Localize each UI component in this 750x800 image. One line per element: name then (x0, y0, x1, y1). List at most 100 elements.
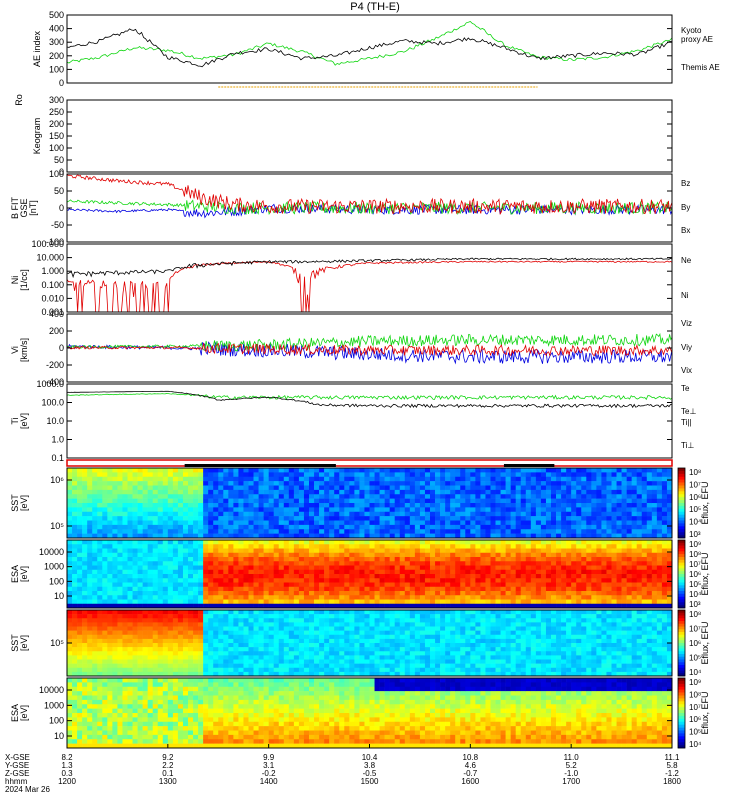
spectrogram-cell (72, 552, 78, 558)
spectrogram-cell (198, 498, 204, 504)
spectrogram-cell (278, 622, 285, 627)
spectrogram-cell (268, 544, 275, 549)
spectrogram-cell (621, 503, 627, 508)
spectrogram-cell (394, 591, 401, 596)
spectrogram-cell (298, 511, 305, 517)
spectrogram-cell (253, 651, 259, 656)
spectrogram-cell (72, 626, 78, 631)
spectrogram-cell (67, 565, 73, 571)
spectrogram-cell (505, 524, 511, 530)
spectrogram-cell (389, 569, 396, 575)
spectrogram-cell (233, 610, 239, 615)
spectrogram-cell (556, 591, 562, 596)
spectrogram-cell (389, 468, 396, 473)
spectrogram-cell (228, 524, 234, 530)
spectrogram-cell (666, 520, 673, 526)
spectrogram-cell (621, 586, 627, 592)
spectrogram-cell (268, 529, 275, 534)
spectrogram-cell (107, 489, 113, 495)
spectrogram-cell (283, 489, 290, 495)
spectrogram-cell (102, 614, 108, 619)
spectrogram-cell (490, 533, 496, 539)
spectrogram-cell (97, 614, 103, 619)
spectrogram-cell (157, 516, 164, 521)
spectrogram-cell (157, 548, 164, 554)
spectrogram-cell (87, 618, 93, 623)
spectrogram-cell (455, 481, 461, 486)
spectrogram-cell (339, 574, 345, 579)
spectrogram-cell (611, 503, 617, 508)
spectrogram-cell (117, 647, 123, 652)
spectrogram-cell (107, 634, 113, 640)
spectrogram-cell (132, 574, 138, 579)
spectrogram-cell (309, 507, 315, 513)
spectrogram-cell (399, 626, 406, 631)
spectrogram-cell (540, 507, 547, 513)
spectrogram-cell (626, 603, 632, 609)
spectrogram-cell (651, 494, 658, 499)
spectrogram-cell (379, 651, 385, 656)
spectrogram-cell (127, 520, 133, 526)
spectrogram-cell (379, 529, 385, 534)
spectrogram-cell (263, 507, 269, 513)
spectrogram-cell (298, 520, 305, 526)
spectrogram-cell (354, 485, 360, 491)
spectrogram-cell (208, 582, 214, 588)
spectrogram-cell (394, 561, 401, 566)
spectrogram-cell (324, 667, 330, 673)
spectrogram-cell (440, 591, 446, 596)
spectrogram-cell (324, 643, 330, 648)
spectrogram-cell (384, 622, 390, 627)
spectrogram-cell (309, 544, 315, 549)
spectrogram-cell (218, 533, 224, 539)
spectrogram-cell (268, 638, 275, 644)
spectrogram-cell (334, 578, 340, 583)
spectrogram-cell (354, 529, 360, 534)
spectrogram-cell (228, 489, 234, 495)
spectrogram-cell (349, 622, 355, 627)
spectrogram-cell (117, 516, 123, 521)
spectrogram-cell (77, 561, 83, 566)
spectrogram-cell (601, 561, 607, 566)
spectrogram-cell (500, 524, 506, 530)
spectrogram-cell (172, 494, 179, 499)
spectrogram-cell (137, 472, 143, 478)
spectrogram-cell (576, 599, 582, 605)
spectrogram-cell (334, 561, 340, 566)
spectrogram-cell (303, 511, 310, 517)
spectrogram-cell (92, 582, 98, 588)
spectrogram-cell (616, 485, 622, 491)
spectrogram-cell (586, 516, 592, 521)
spectrogram-cell (233, 614, 239, 619)
spectrogram-cell (177, 472, 184, 478)
spectrogram-cell (414, 574, 421, 579)
spectrogram-cell (510, 494, 517, 499)
spectrogram-cell (666, 557, 673, 562)
spectrogram-cell (344, 582, 350, 588)
spectrogram-cell (324, 595, 330, 600)
spectrogram-cell (606, 511, 612, 517)
spectrogram-cell (505, 557, 511, 562)
spectrogram-cell (142, 603, 148, 609)
spectrogram-cell (288, 591, 295, 596)
colorbar-segment (678, 505, 685, 510)
spectrogram-cell (142, 557, 148, 562)
spectrogram-cell (510, 565, 517, 571)
spectrogram-cell (349, 667, 355, 673)
spectrogram-cell (218, 548, 224, 554)
spectrogram-cell (97, 634, 103, 640)
spectrogram-cell (349, 659, 355, 664)
spectrogram-cell (72, 667, 78, 673)
spectrogram-cell (122, 548, 128, 554)
spectrogram-cell (223, 529, 229, 534)
spectrogram-cell (208, 524, 214, 530)
spectrogram-cell (641, 582, 648, 588)
spectrogram-cell (233, 544, 239, 549)
spectrogram-cell (364, 663, 370, 669)
spectrogram-cell (334, 494, 340, 499)
spectrogram-cell (500, 485, 506, 491)
spectrogram-cell (520, 586, 527, 592)
spectrogram-cell (112, 671, 118, 677)
spectrogram-cell (354, 586, 360, 592)
spectrogram-cell (314, 643, 320, 648)
